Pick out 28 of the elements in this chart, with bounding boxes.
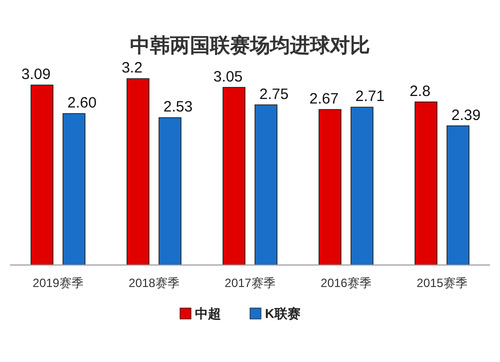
x-tick-label: 2016赛季 [320, 276, 372, 290]
legend-label: K联赛 [265, 306, 300, 321]
bar [222, 86, 246, 266]
data-label: 3.09 [21, 66, 51, 84]
bar [446, 125, 470, 266]
data-label: 2.53 [163, 98, 193, 116]
x-tick-label: 2018赛季 [128, 276, 180, 290]
data-label: 2.71 [355, 88, 385, 106]
bar [254, 104, 278, 266]
x-tick-label: 2015赛季 [416, 276, 468, 290]
data-label: 2.67 [309, 90, 339, 108]
bar [30, 84, 54, 266]
data-label: 2.8 [410, 82, 430, 100]
bar [158, 117, 182, 266]
data-label: 2.75 [259, 86, 289, 103]
data-label: 3.2 [122, 60, 142, 77]
x-tick-label: 2019赛季 [32, 276, 84, 290]
chart-title: 中韩两国联赛场均进球对比 [130, 34, 370, 57]
x-tick-label: 2017赛季 [224, 276, 276, 290]
bar [414, 102, 438, 266]
data-label: 2.60 [67, 94, 97, 112]
bar [350, 106, 374, 266]
legend-label: 中超 [195, 306, 221, 321]
bar [126, 78, 150, 266]
data-label: 3.05 [213, 68, 243, 86]
bar [318, 109, 342, 266]
data-label: 2.39 [451, 106, 481, 124]
bar [62, 113, 86, 266]
